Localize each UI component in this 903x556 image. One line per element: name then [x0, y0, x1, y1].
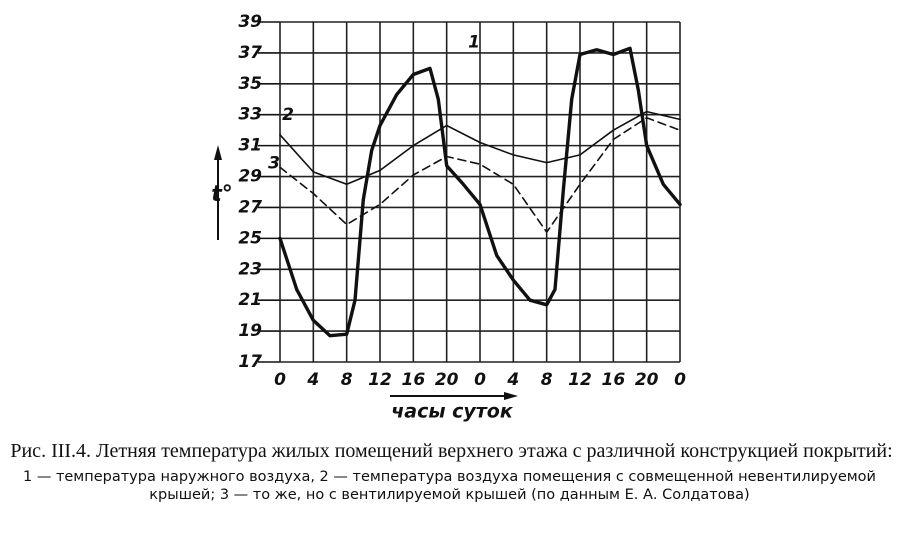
y-tick-label: 23 [238, 259, 262, 279]
y-tick-label: 19 [238, 321, 262, 341]
y-tick-label: 33 [238, 105, 262, 125]
y-tick-label: 21 [238, 290, 262, 310]
x-tick-label: 12 [568, 370, 592, 390]
x-tick-label: 20 [435, 370, 459, 390]
y-tick-label: 29 [238, 167, 262, 187]
x-tick-label: 4 [306, 370, 319, 390]
y-arrow-head [214, 145, 222, 160]
y-tick-label: 17 [238, 352, 262, 372]
y-axis-label: t° [211, 182, 233, 207]
y-tick-label: 25 [238, 228, 262, 248]
x-tick-label: 0 [274, 370, 286, 390]
x-tick-label: 0 [474, 370, 486, 390]
y-tick-label: 27 [238, 197, 262, 217]
x-tick-label: 16 [601, 370, 625, 390]
y-tick-label: 39 [238, 12, 262, 32]
series-line [278, 46, 682, 338]
caption-note: 1 — температура наружного воздуха, 2 — т… [23, 469, 876, 503]
x-tick-label: 12 [368, 370, 392, 390]
x-tick-label: 4 [506, 370, 519, 390]
y-tick-label: 37 [238, 43, 262, 63]
x-axis-label: часы суток [391, 401, 514, 423]
x-tick-label: 8 [541, 370, 553, 390]
series-line [279, 117, 681, 233]
x-tick-label: 0 [674, 370, 686, 390]
y-tick-label: 31 [238, 136, 262, 156]
y-tick-label: 35 [238, 74, 262, 94]
caption-title: Рис. III.4. Летняя температура жилых пом… [10, 440, 893, 462]
series-line [279, 110, 681, 186]
x-tick-label: 8 [341, 370, 353, 390]
x-arrow-head [504, 392, 518, 400]
series-label: 1 [468, 32, 480, 52]
x-tick-label: 16 [401, 370, 425, 390]
x-tick-label: 20 [635, 370, 659, 390]
series-label: 3 [268, 153, 280, 173]
series-label: 2 [282, 105, 294, 125]
caption: Рис. III.4. Летняя температура жилых пом… [0, 440, 903, 504]
